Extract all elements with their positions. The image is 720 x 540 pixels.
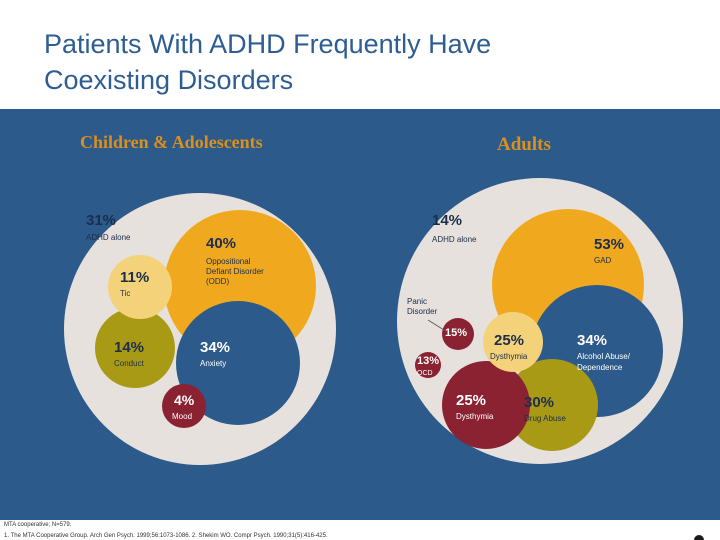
children-heading: Children & Adolescents (80, 132, 263, 152)
adults-alone-pct: 14% (432, 212, 462, 229)
title-line-2: Coexisting Disorders (44, 65, 294, 95)
children-tic-pct: 11% (120, 269, 149, 286)
page-title: Patients With ADHD Frequently Have Coexi… (44, 26, 684, 98)
children-diagram: Children & Adolescents 31% ADHD alone 40… (64, 132, 336, 465)
children-tic-circle (108, 255, 172, 319)
adults-panic-name-1: Panic (407, 297, 427, 306)
adults-ocd-circle (415, 352, 441, 378)
children-mood-pct: 4% (174, 392, 195, 408)
adults-dysthymia-name: Dysthymia (456, 412, 494, 421)
adults-gad-name: GAD (594, 256, 612, 265)
adults-dysthymia-small-name: Dysthymia (490, 352, 528, 361)
children-anxiety-pct: 34% (200, 339, 230, 356)
footnote-references: 1. The MTA Cooperative Group. Arch Gen P… (4, 533, 328, 539)
adults-heading: Adults (497, 134, 551, 155)
children-odd-name-1: Oppositional (206, 257, 251, 266)
adults-alone-name: ADHD alone (432, 235, 477, 244)
adults-alcohol-pct: 34% (577, 332, 607, 349)
adults-drug-name: Drug Abuse (524, 414, 566, 423)
children-tic-name: Tic (120, 289, 130, 298)
adults-ocd-name: OCD (417, 370, 433, 377)
adults-dysthymia-small-circle (483, 312, 543, 372)
children-alone-pct: 31% (86, 212, 116, 229)
children-alone-name: ADHD alone (86, 233, 131, 242)
children-anxiety-name: Anxiety (200, 359, 226, 368)
children-conduct-circle (95, 308, 175, 388)
footnote-sample: MTA cooperative; N=579. (4, 522, 72, 528)
children-mood-name: Mood (172, 412, 192, 421)
adults-drug-pct: 30% (524, 394, 554, 411)
adults-dysthymia-small-pct: 25% (494, 332, 524, 349)
children-odd-name-3: (ODD) (206, 277, 229, 286)
title-line-1: Patients With ADHD Frequently Have (44, 29, 492, 59)
adults-alcohol-name-2: Dependence (577, 363, 623, 372)
children-conduct-pct: 14% (114, 339, 144, 356)
adults-drug-circle (506, 359, 598, 451)
adults-dysthymia-circle (442, 361, 530, 449)
children-odd-pct: 40% (206, 235, 236, 252)
adults-panic-pct: 15% (445, 327, 467, 339)
adults-dysthymia-pct: 25% (456, 392, 486, 409)
adults-panic-name-2: Disorder (407, 307, 438, 316)
adults-gad-pct: 53% (594, 236, 624, 253)
adults-diagram: Adults 14% ADHD alone 53% GAD Panic Diso… (397, 134, 683, 464)
footer (0, 520, 720, 540)
children-mood-circle (162, 384, 206, 428)
adults-alcohol-name-1: Alcohol Abuse/ (577, 352, 631, 361)
adults-panic-leader-line (427, 319, 445, 331)
adults-panic-circle (442, 318, 474, 350)
children-conduct-name: Conduct (114, 359, 145, 368)
children-anxiety-circle (176, 301, 300, 425)
logo-icon (694, 535, 704, 540)
children-odd-name-2: Defiant Disorder (206, 267, 264, 276)
adults-ocd-pct: 13% (417, 355, 439, 367)
